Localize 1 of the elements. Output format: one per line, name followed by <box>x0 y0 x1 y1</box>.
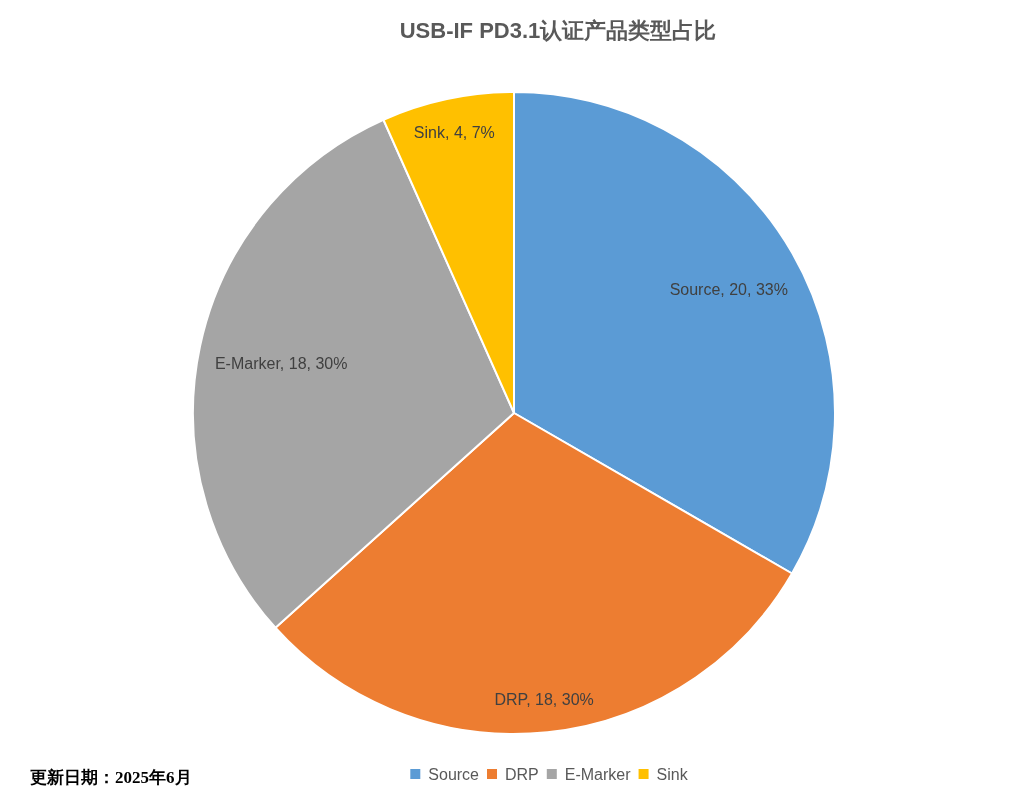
title: USB-IF PD3.1认证产品类型占比 <box>399 18 717 43</box>
